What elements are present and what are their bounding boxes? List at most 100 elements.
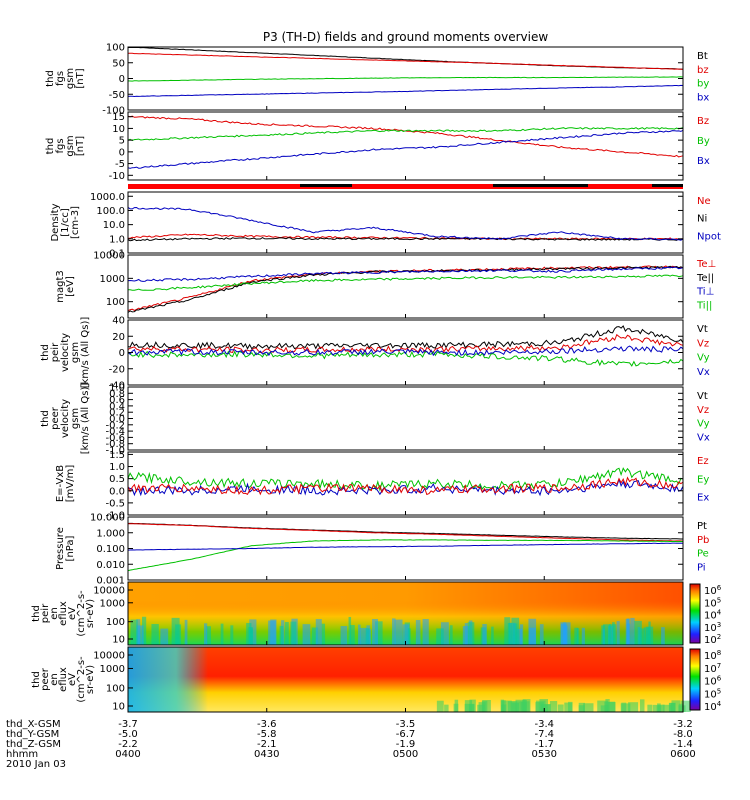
panel-pressure-ylabel: [nPa] [65, 535, 76, 561]
spectrogram-peer-ylabel: en [49, 673, 60, 686]
spectrogram-peir-streak [250, 628, 253, 645]
spectrogram-peer-ylabel: thd [31, 671, 42, 688]
panel-vel_peir-ylabel: peir [50, 342, 61, 362]
x-row-value: -7.4 [534, 729, 554, 740]
panel-vel_peer-ytick-label: -0.4 [105, 427, 125, 438]
x-row-value: 0430 [254, 749, 279, 760]
spectrogram-peer-early [128, 647, 208, 712]
panel-fgs2-series-Bx [127, 129, 684, 169]
panel-vel_peer-ytick-label: 0.4 [109, 401, 125, 412]
panel-density-frame [127, 191, 684, 254]
panel-fgs2-ylabel: [nT] [75, 136, 86, 156]
panel-density-ytick-label: 10.0 [103, 220, 125, 231]
quality-flag-segment [493, 184, 588, 187]
panel-efield-ytick-label: 1.0 [109, 462, 125, 473]
panel-pressure-ytick-label: 0.100 [96, 544, 125, 555]
spectrogram-peir-streak [290, 621, 297, 645]
spectrogram-peir-streak [415, 620, 421, 645]
spectrogram-peer-streak [657, 704, 665, 712]
panel-efield-ytick-label: 0.0 [109, 486, 125, 497]
spectrogram-peer-ytick-label: 10 [112, 702, 125, 713]
spectrogram-peer-colorbar-label: 104 [704, 700, 722, 713]
x-row-value: 0530 [532, 749, 557, 760]
x-row-value: 0500 [393, 749, 418, 760]
panel-vel_peir-ylabel: [km/s (All Qs)] [80, 317, 91, 389]
spectrogram-peir-ytick-label: 10 [112, 635, 125, 646]
spectrogram-peir-streak [151, 624, 159, 645]
spectrogram-peir-streak [279, 625, 284, 645]
panel-vel_peir-ylabel: velocity [60, 333, 71, 372]
panel-vel_peer-ytick-label: -0.6 [105, 433, 125, 444]
spectrogram-peir-colorbar-label: 102 [704, 633, 721, 646]
spectrogram-peir-streak [630, 617, 635, 645]
panel-fgs2-ytick-label: 5 [119, 136, 125, 147]
spectrogram-peir-streak [392, 618, 396, 645]
spectrogram-peir-streak [467, 622, 475, 645]
panel-vel_peer-ylabel: [km/s (All Qs)] [80, 383, 91, 455]
panel-vel_peir-ytick-label: -40 [109, 381, 125, 392]
spectrogram-peir-streak [511, 617, 520, 645]
spectrogram-peer-colorbar-label: 108 [704, 649, 721, 662]
spectrogram-peir-streak [626, 618, 630, 645]
panel-density-legend-1: Ni [697, 214, 707, 225]
panel-vel_peir-ytick-label: 0 [119, 348, 125, 359]
spectrogram-peir-streak [302, 624, 311, 645]
panel-fgs1-series-bx [127, 84, 684, 98]
spectrogram-peir-streak [394, 619, 403, 645]
spectrogram-peer-streak [502, 704, 507, 712]
panel-fgs2-ylabel: gsm [65, 135, 76, 156]
spectrogram-peer-streak [522, 699, 531, 712]
chart-title: P3 (TH-D) fields and ground moments over… [263, 30, 548, 44]
x-row-value: -3.7 [118, 719, 138, 730]
spectrogram-peir-streak [311, 627, 318, 645]
spectrogram-peer-streak [628, 702, 639, 712]
spectrogram-peir-colorbar-label: 104 [704, 609, 722, 622]
panel-vel_peir-ytick-label: -20 [109, 364, 125, 375]
x-row-value: -8.0 [673, 729, 693, 740]
panel-pressure-ytick-label: 10.000 [90, 513, 125, 524]
spectrogram-peer-colorbar [689, 648, 701, 711]
x-row-value: -6.7 [396, 729, 416, 740]
panel-pressure-legend-0: Pt [697, 521, 707, 532]
spectrogram-peir-streak [504, 617, 511, 645]
spectrogram-peir-streak [616, 621, 620, 645]
panel-temp-series-Te⊥ [127, 265, 684, 312]
panel-density-ylabel: [1/cc] [60, 208, 71, 237]
x-row-value: 0600 [670, 749, 695, 760]
panel-density-legend-0: Ne [697, 196, 711, 207]
x-row-label: thd_Z-GSM [6, 739, 61, 750]
spectrogram-peer-ylabel: sr-eV) [85, 665, 96, 694]
panel-vel_peer-legend-1: Vz [697, 405, 709, 416]
spectrogram-peir-ylabel: eflux [58, 601, 69, 626]
spectrogram-peer-streak [436, 700, 444, 712]
quality-flag-bar [128, 184, 683, 189]
panel-vel_peer-ytick-label: -1.0 [105, 446, 125, 457]
spectrogram-peir-streak [375, 621, 383, 645]
spectrogram-peir-streak [365, 628, 370, 645]
panel-temp-series-Ti⊥ [127, 266, 684, 282]
panel-temp-series-Ti|| [127, 274, 684, 291]
panel-density-series-Npot [127, 206, 684, 241]
panel-vel_peir-ytick-label: 20 [112, 332, 125, 343]
x-row-value: -3.5 [396, 719, 416, 730]
panel-fgs2-ylabel: thd [45, 138, 56, 155]
spectrogram-peer-streak [578, 702, 585, 712]
spectrogram-peir-streak [359, 627, 368, 645]
panel-temp-ytick-label: 1000 [100, 274, 125, 285]
spectrogram-peir-streak [340, 626, 348, 645]
panel-vel_peer-legend-0: Vt [697, 391, 708, 402]
panel-fgs1-legend-2: by [697, 79, 709, 90]
spectrogram-peer-base [128, 647, 683, 712]
panel-temp-legend-1: Te|| [696, 273, 714, 284]
spectrogram-peir-ylabel: (cm^2-s- [76, 590, 87, 637]
spectrogram-peir-streak [246, 623, 252, 645]
panel-fgs2-ytick-label: 15 [112, 112, 125, 123]
spectrogram-peir-ylabel: en [49, 607, 60, 620]
spectrogram-peir-streak [574, 627, 579, 645]
spectrogram-peir-streak [436, 628, 444, 645]
panel-vel_peer-legend-2: Vy [697, 419, 710, 430]
panel-vel_peer-ytick-label: -0.8 [105, 439, 125, 450]
panel-pressure-ylabel: Pressure [55, 527, 66, 570]
panel-density-ylabel: [cm-3] [70, 206, 81, 239]
spectrogram-peir-streak [661, 627, 665, 645]
